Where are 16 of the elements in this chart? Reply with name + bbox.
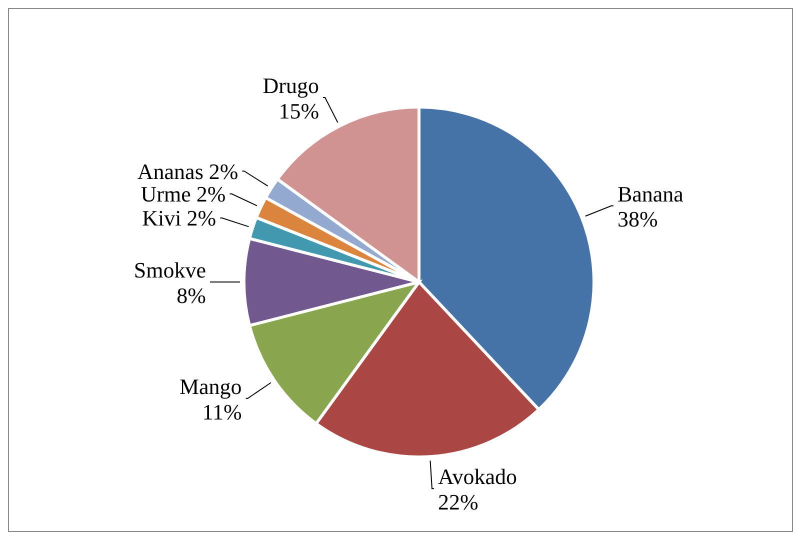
slice-label: Mango	[179, 374, 242, 399]
data-label: 2%	[208, 158, 238, 184]
slice-label: Ananas	[137, 158, 204, 184]
data-label: 22%	[438, 489, 478, 514]
data-label: 11%	[202, 399, 242, 424]
data-label: 15%	[278, 98, 320, 124]
data-label: 8%	[176, 282, 206, 308]
data-label: 2%	[186, 206, 216, 231]
data-label: 38%	[617, 206, 658, 232]
slice-label: Urme	[140, 182, 191, 207]
slice-label: Drugo	[262, 73, 320, 98]
slice-label: Smokve	[134, 258, 206, 283]
slice-label: Avokado	[438, 464, 518, 490]
slice-label: Kivi	[142, 206, 182, 231]
data-label: 2%	[196, 182, 226, 207]
slice-label: Banana	[617, 181, 684, 206]
